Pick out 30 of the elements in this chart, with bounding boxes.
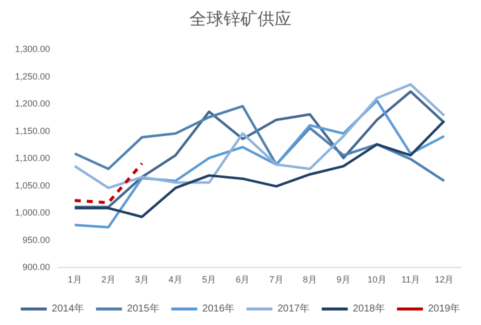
legend-label: 2018年 xyxy=(352,302,385,314)
x-tick-label: 7月 xyxy=(269,274,284,284)
y-tick-label: 1,250.00 xyxy=(14,71,50,82)
x-tick-label: 12月 xyxy=(434,274,454,284)
x-tick-label: 6月 xyxy=(236,274,250,284)
y-tick-label: 900.00 xyxy=(22,262,50,272)
x-tick-label: 1月 xyxy=(68,274,82,284)
legend-label: 2014年 xyxy=(52,302,84,314)
y-tick-label: 1,150.00 xyxy=(14,126,50,136)
y-tick-label: 1,000.00 xyxy=(14,208,50,218)
x-tick-label: 11月 xyxy=(401,274,420,284)
y-tick-label: 1,300.00 xyxy=(14,44,50,54)
chart-title: 全球锌矿供应 xyxy=(190,10,292,30)
legend-label: 2017年 xyxy=(278,302,310,314)
x-tick-label: 10月 xyxy=(368,274,387,284)
legend-label: 2019年 xyxy=(428,302,460,314)
y-tick-label: 950.00 xyxy=(22,234,50,245)
x-tick-label: 5月 xyxy=(202,274,216,284)
line-series xyxy=(74,120,446,218)
y-tick-label: 1,050.00 xyxy=(14,180,50,190)
line-series xyxy=(74,83,446,190)
x-tick-label: 2月 xyxy=(101,274,116,284)
legend-label: 2015年 xyxy=(127,302,160,314)
x-tick-label: 9月 xyxy=(336,274,350,284)
y-tick-label: 1,100.00 xyxy=(14,153,50,163)
x-tick-label: 3月 xyxy=(134,274,149,284)
y-tick-label: 1,200.00 xyxy=(14,98,50,108)
x-tick-label: 4月 xyxy=(168,274,183,284)
x-tick-label: 8月 xyxy=(302,274,317,284)
legend-label: 2016年 xyxy=(202,302,235,314)
